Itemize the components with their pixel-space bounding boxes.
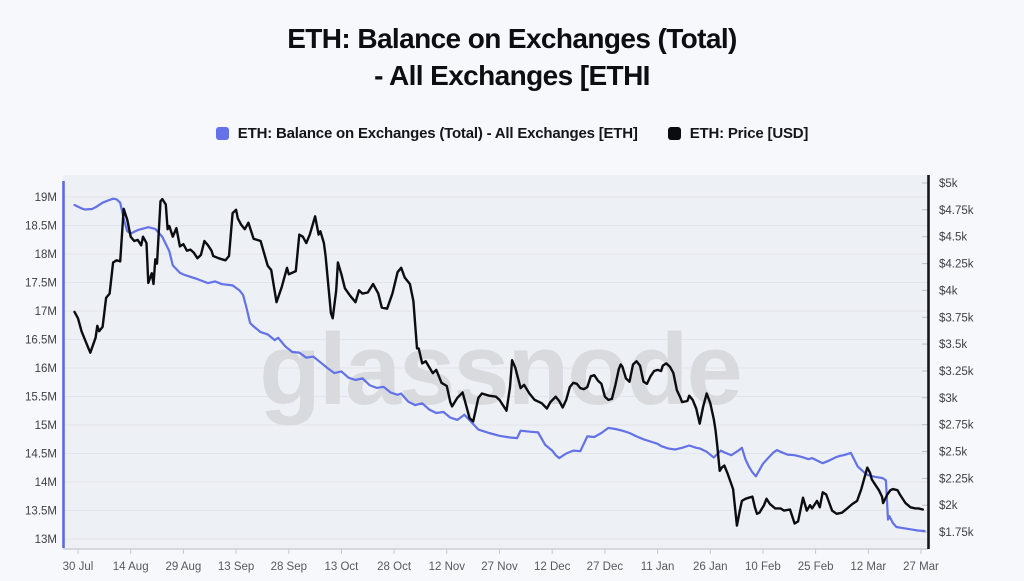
svg-text:12 Dec: 12 Dec	[534, 561, 571, 573]
svg-text:13 Oct: 13 Oct	[324, 561, 359, 573]
plot-area[interactable]	[63, 175, 928, 549]
svg-text:$3.5k: $3.5k	[939, 339, 967, 351]
svg-text:$2k: $2k	[939, 500, 958, 512]
svg-text:12 Mar: 12 Mar	[850, 561, 886, 573]
svg-text:27 Dec: 27 Dec	[587, 561, 624, 573]
chart-title-line2: - All Exchanges [ETHI	[374, 60, 650, 91]
chart-title: ETH: Balance on Exchanges (Total) - All …	[0, 20, 1024, 94]
svg-text:25 Feb: 25 Feb	[798, 561, 834, 573]
chart-title-line1: ETH: Balance on Exchanges (Total)	[287, 23, 737, 54]
svg-text:30 Jul: 30 Jul	[63, 561, 94, 573]
svg-text:13M: 13M	[35, 534, 57, 546]
right-axis-labels: $5k $4.75k $4.5k $4.25k $4k $3.75k $3.5k $3.25k…	[939, 178, 974, 539]
svg-text:$3k: $3k	[939, 393, 958, 405]
svg-text:$3.75k: $3.75k	[939, 312, 974, 324]
svg-text:19M: 19M	[35, 192, 57, 204]
price-line[interactable]	[73, 197, 924, 527]
svg-text:18M: 18M	[35, 249, 57, 261]
price-series-swatch-icon	[667, 127, 681, 140]
svg-text:10 Feb: 10 Feb	[745, 561, 781, 573]
svg-text:15M: 15M	[35, 420, 57, 432]
svg-text:$2.25k: $2.25k	[939, 473, 974, 485]
legend-item-price[interactable]: ETH: Price [USD]	[667, 125, 809, 142]
svg-text:27 Mar: 27 Mar	[903, 561, 939, 573]
svg-text:$4.75k: $4.75k	[939, 205, 974, 217]
svg-text:$2.75k: $2.75k	[939, 420, 974, 432]
svg-text:17M: 17M	[35, 306, 57, 318]
svg-text:$4.5k: $4.5k	[939, 232, 967, 244]
svg-text:$1.75k: $1.75k	[939, 527, 974, 539]
svg-text:29 Aug: 29 Aug	[165, 561, 201, 573]
svg-text:14M: 14M	[35, 477, 57, 489]
svg-text:11 Jan: 11 Jan	[641, 561, 675, 573]
svg-text:$3.25k: $3.25k	[939, 366, 974, 378]
svg-text:$2.5k: $2.5k	[939, 447, 967, 459]
svg-text:18.5M: 18.5M	[25, 221, 57, 233]
legend-item-balance[interactable]: ETH: Balance on Exchanges (Total) - All …	[215, 125, 638, 142]
svg-text:17.5M: 17.5M	[25, 278, 57, 290]
legend: ETH: Balance on Exchanges (Total) - All …	[0, 125, 1024, 142]
svg-text:12 Nov: 12 Nov	[429, 561, 466, 573]
svg-text:13 Sep: 13 Sep	[218, 561, 254, 573]
svg-text:26 Jan: 26 Jan	[693, 561, 728, 573]
balance-line[interactable]	[73, 197, 926, 533]
svg-text:14.5M: 14.5M	[25, 449, 57, 461]
price-series-label: ETH: Price [USD]	[689, 125, 809, 142]
left-axis-labels: 19M 18.5M 18M 17.5M 17M 16.5M 16M 15.5M 15M 14.5M…	[25, 192, 57, 546]
balance-series-label: ETH: Balance on Exchanges (Total) - All …	[237, 125, 638, 142]
svg-text:16M: 16M	[35, 363, 57, 375]
svg-text:27 Nov: 27 Nov	[481, 561, 518, 573]
svg-text:15.5M: 15.5M	[25, 392, 57, 404]
svg-text:$4.25k: $4.25k	[939, 259, 974, 271]
svg-text:14 Aug: 14 Aug	[113, 561, 149, 573]
right-tick-marks	[922, 182, 928, 533]
svg-text:$5k: $5k	[939, 178, 958, 190]
svg-text:28 Oct: 28 Oct	[377, 561, 412, 573]
svg-text:28 Sep: 28 Sep	[271, 561, 307, 573]
svg-text:13.5M: 13.5M	[25, 506, 57, 518]
svg-text:16.5M: 16.5M	[25, 335, 57, 347]
svg-text:$4k: $4k	[939, 285, 958, 297]
x-axis-labels: 30 Jul 14 Aug 29 Aug 13 Sep 28 Sep 13 Oct 28 O…	[63, 561, 939, 573]
balance-series-swatch-icon	[215, 127, 229, 140]
x-tick-marks	[77, 549, 922, 554]
